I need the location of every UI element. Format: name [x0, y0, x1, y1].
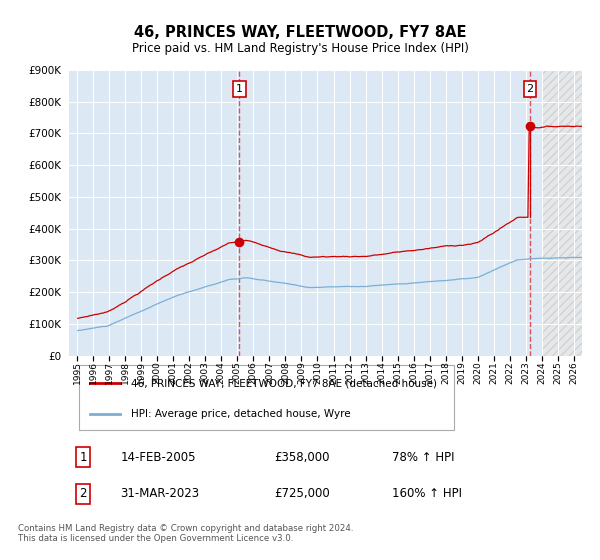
Text: 160% ↑ HPI: 160% ↑ HPI [392, 487, 462, 500]
Text: 46, PRINCES WAY, FLEETWOOD, FY7 8AE (detached house): 46, PRINCES WAY, FLEETWOOD, FY7 8AE (det… [131, 378, 437, 388]
Text: 14-FEB-2005: 14-FEB-2005 [121, 451, 196, 464]
Text: £725,000: £725,000 [274, 487, 330, 500]
Text: Price paid vs. HM Land Registry's House Price Index (HPI): Price paid vs. HM Land Registry's House … [131, 42, 469, 55]
Bar [542, 70, 582, 356]
Text: 31-MAR-2023: 31-MAR-2023 [121, 487, 199, 500]
Text: 78% ↑ HPI: 78% ↑ HPI [392, 451, 455, 464]
Text: Contains HM Land Registry data © Crown copyright and database right 2024.
This d: Contains HM Land Registry data © Crown c… [18, 524, 353, 543]
Text: £358,000: £358,000 [274, 451, 330, 464]
Text: 1: 1 [236, 84, 243, 94]
Bar [69, 70, 542, 356]
Text: 2: 2 [526, 84, 533, 94]
FancyBboxPatch shape [79, 365, 454, 431]
Text: HPI: Average price, detached house, Wyre: HPI: Average price, detached house, Wyre [131, 409, 350, 419]
Text: 46, PRINCES WAY, FLEETWOOD, FY7 8AE: 46, PRINCES WAY, FLEETWOOD, FY7 8AE [134, 25, 466, 40]
Text: 2: 2 [79, 487, 87, 500]
Text: 1: 1 [79, 451, 87, 464]
